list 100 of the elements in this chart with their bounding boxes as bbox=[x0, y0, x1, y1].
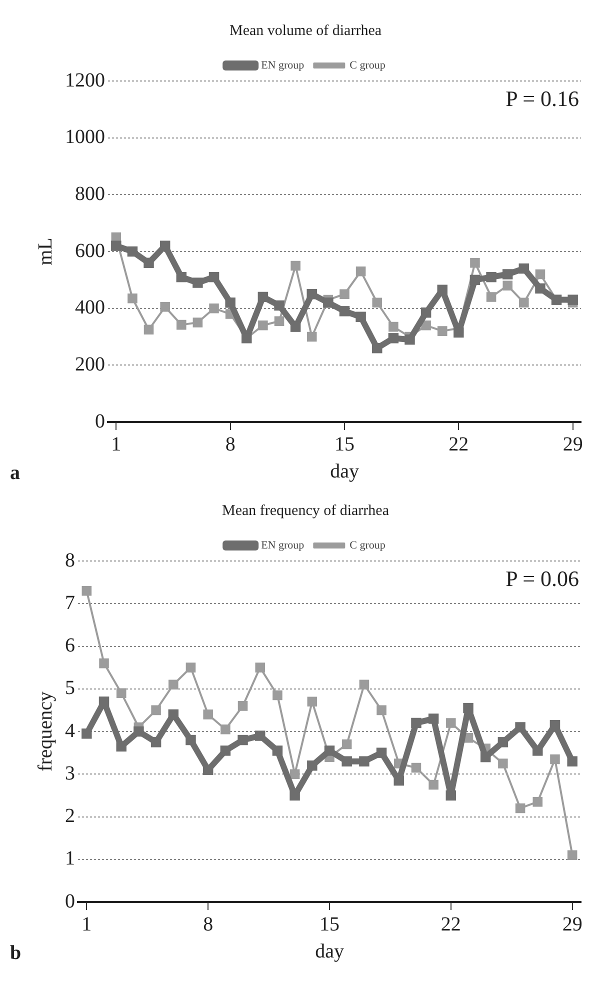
x-axis-title: day bbox=[330, 460, 359, 482]
point bbox=[342, 756, 352, 766]
point bbox=[290, 790, 300, 801]
point bbox=[290, 769, 300, 780]
y-tick-label: 7 bbox=[65, 592, 75, 614]
legend-label: C group bbox=[350, 539, 386, 552]
point bbox=[567, 756, 578, 766]
point bbox=[127, 246, 138, 257]
point bbox=[535, 283, 546, 294]
x-tick-label: 15 bbox=[334, 433, 354, 456]
point bbox=[290, 322, 301, 332]
point bbox=[359, 680, 370, 690]
point bbox=[209, 303, 219, 314]
point bbox=[324, 746, 335, 756]
point bbox=[404, 334, 415, 345]
legend-label: C group bbox=[350, 59, 386, 72]
x-tick-label: 1 bbox=[111, 433, 122, 456]
point bbox=[208, 272, 220, 282]
y-tick-label: 3 bbox=[65, 762, 75, 784]
point bbox=[515, 803, 526, 814]
point bbox=[111, 240, 122, 251]
point bbox=[446, 790, 456, 801]
point bbox=[323, 298, 334, 308]
point bbox=[498, 737, 508, 748]
y-tick-label: 400 bbox=[75, 296, 105, 319]
point bbox=[225, 298, 236, 308]
x-tick-label: 29 bbox=[562, 913, 582, 936]
y-tick-label: 800 bbox=[75, 182, 105, 205]
point bbox=[290, 260, 300, 271]
point bbox=[307, 760, 318, 771]
point bbox=[518, 263, 530, 274]
y-tick-label: 0 bbox=[65, 890, 75, 912]
annotation: P = 0.06 bbox=[506, 566, 579, 591]
point bbox=[186, 734, 196, 746]
point bbox=[255, 730, 266, 741]
y-tick-label: 4 bbox=[65, 720, 75, 742]
point bbox=[238, 701, 248, 711]
point bbox=[186, 662, 196, 672]
point bbox=[437, 284, 448, 295]
point bbox=[356, 312, 366, 322]
point bbox=[515, 722, 526, 732]
legend-label: EN group bbox=[261, 59, 305, 72]
point bbox=[306, 332, 317, 342]
point bbox=[116, 741, 126, 752]
annotation: P = 0.16 bbox=[506, 86, 579, 111]
x-tick-label: 15 bbox=[320, 913, 340, 936]
point bbox=[421, 320, 431, 330]
y-tick-label: 1200 bbox=[65, 69, 105, 92]
point bbox=[376, 705, 386, 716]
point bbox=[339, 306, 350, 316]
point bbox=[192, 318, 203, 328]
y-tick-label: 600 bbox=[75, 240, 105, 262]
point bbox=[568, 294, 578, 305]
point bbox=[550, 754, 560, 764]
point bbox=[470, 258, 480, 268]
point bbox=[394, 775, 404, 786]
point bbox=[486, 292, 496, 302]
y-tick-label: 1 bbox=[65, 848, 75, 870]
point bbox=[502, 269, 513, 280]
point bbox=[272, 690, 282, 700]
point bbox=[535, 269, 546, 280]
point bbox=[176, 320, 186, 330]
point bbox=[411, 762, 422, 773]
point bbox=[446, 718, 456, 728]
point bbox=[306, 289, 317, 300]
point bbox=[274, 300, 284, 311]
point bbox=[532, 796, 543, 807]
point bbox=[258, 292, 268, 302]
point bbox=[116, 688, 126, 698]
y-axis-title: frequency bbox=[34, 692, 56, 772]
point bbox=[144, 258, 154, 268]
point bbox=[98, 696, 110, 707]
point bbox=[238, 734, 248, 746]
point bbox=[372, 298, 382, 308]
y-tick-label: 8 bbox=[65, 549, 75, 572]
point bbox=[192, 278, 203, 288]
point bbox=[567, 850, 578, 860]
point bbox=[134, 726, 144, 737]
point bbox=[99, 658, 109, 668]
chart-title: Mean volume of diarrhea bbox=[229, 22, 382, 39]
point bbox=[470, 274, 480, 286]
point bbox=[463, 702, 474, 714]
y-tick-label: 6 bbox=[65, 634, 75, 656]
point bbox=[498, 758, 508, 768]
text: a bbox=[10, 462, 20, 484]
point bbox=[128, 294, 138, 304]
point bbox=[420, 307, 432, 318]
point bbox=[342, 739, 352, 750]
point bbox=[220, 724, 230, 734]
point bbox=[160, 240, 170, 251]
x-tick-label: 22 bbox=[448, 433, 469, 456]
y-tick-label: 5 bbox=[65, 677, 75, 700]
point bbox=[388, 322, 398, 332]
point bbox=[144, 324, 154, 335]
point bbox=[550, 720, 560, 730]
text: b bbox=[10, 942, 22, 964]
point bbox=[151, 705, 161, 716]
point bbox=[356, 266, 366, 276]
point bbox=[203, 710, 213, 720]
point bbox=[160, 302, 170, 312]
